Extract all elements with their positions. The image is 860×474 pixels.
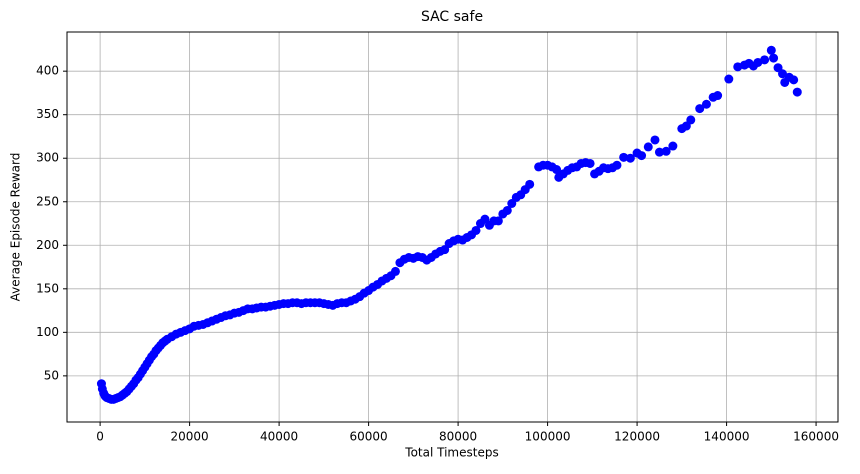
point	[778, 69, 788, 79]
point	[502, 205, 512, 215]
y-tick-label: 200	[36, 238, 59, 252]
point	[625, 153, 635, 163]
point	[493, 216, 503, 226]
point	[760, 55, 770, 65]
y-tick-label: 250	[36, 194, 59, 208]
point	[650, 135, 660, 145]
chart-title: SAC safe	[421, 9, 483, 25]
point	[552, 165, 562, 175]
point	[713, 91, 723, 101]
point	[525, 179, 535, 189]
y-tick-label: 100	[36, 325, 59, 339]
x-tick-label: 80000	[439, 430, 477, 444]
y-tick-label: 300	[36, 151, 59, 165]
point	[789, 75, 799, 85]
point	[695, 104, 705, 114]
y-tick-label: 350	[36, 107, 59, 121]
point	[661, 146, 671, 156]
x-tick-label: 40000	[260, 430, 298, 444]
point	[390, 266, 400, 276]
x-tick-label: 160000	[793, 430, 839, 444]
x-tick-label: 20000	[171, 430, 209, 444]
point	[766, 45, 776, 55]
point	[585, 158, 595, 168]
x-tick-label: 140000	[704, 430, 750, 444]
y-axis-label: Average Episode Reward	[9, 153, 23, 302]
point	[792, 87, 802, 97]
point	[471, 225, 481, 235]
x-tick-label: 120000	[614, 430, 660, 444]
point	[701, 99, 711, 109]
y-tick-label: 50	[44, 368, 59, 382]
point	[724, 74, 734, 84]
point	[643, 142, 653, 152]
x-tick-label: 0	[96, 430, 104, 444]
point	[686, 115, 696, 125]
point	[619, 152, 629, 162]
x-axis-label: Total Timesteps	[404, 446, 498, 460]
x-tick-label: 60000	[350, 430, 388, 444]
point	[612, 160, 622, 170]
y-tick-label: 150	[36, 281, 59, 295]
plot-frame	[66, 31, 839, 423]
point	[637, 151, 647, 161]
point	[769, 53, 779, 63]
y-tick-label: 400	[36, 64, 59, 78]
x-tick-label: 100000	[525, 430, 571, 444]
point	[654, 147, 664, 157]
point	[668, 141, 678, 151]
